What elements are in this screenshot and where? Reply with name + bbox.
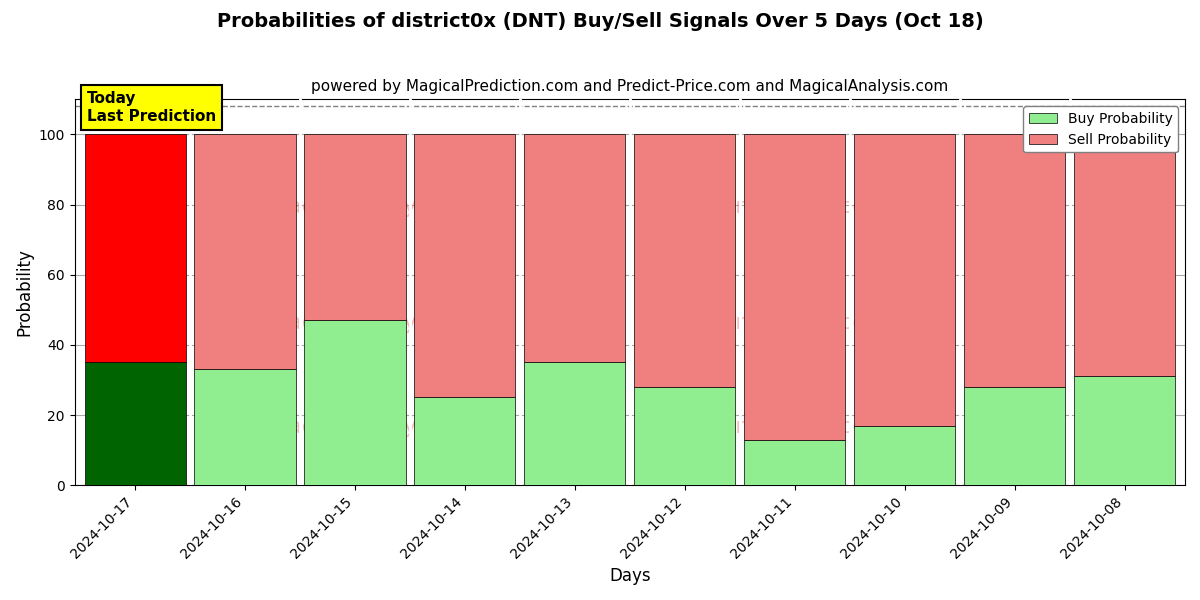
Bar [964,134,1066,387]
Title: powered by MagicalPrediction.com and Predict-Price.com and MagicalAnalysis.com: powered by MagicalPrediction.com and Pre… [311,79,948,94]
Bar [635,387,736,485]
Text: MagicalAnalysis.com: MagicalAnalysis.com [270,313,502,333]
Bar [194,134,295,370]
Text: MagicalAnalysis.com: MagicalAnalysis.com [270,417,502,437]
Legend: Buy Probability, Sell Probability: Buy Probability, Sell Probability [1024,106,1178,152]
Bar [1074,134,1175,376]
Text: Today
Last Prediction: Today Last Prediction [86,91,216,124]
Bar [194,370,295,485]
Bar [305,134,406,320]
Bar [635,134,736,387]
Bar [854,425,955,485]
Bar [964,387,1066,485]
X-axis label: Days: Days [610,567,650,585]
Bar [305,320,406,485]
Text: MagicalPrediction.com: MagicalPrediction.com [638,313,888,333]
Bar [744,134,845,440]
Bar [414,397,516,485]
Text: MagicalPrediction.com: MagicalPrediction.com [638,417,888,437]
Y-axis label: Probability: Probability [16,248,34,336]
Bar [414,134,516,397]
Text: Probabilities of district0x (DNT) Buy/Sell Signals Over 5 Days (Oct 18): Probabilities of district0x (DNT) Buy/Se… [217,12,983,31]
Text: MagicalPrediction.com: MagicalPrediction.com [638,197,888,217]
Bar [854,134,955,425]
Bar [84,134,186,362]
Bar [84,362,186,485]
Text: MagicalAnalysis.com: MagicalAnalysis.com [270,197,502,217]
Bar [524,362,625,485]
Bar [524,134,625,362]
Bar [744,440,845,485]
Bar [1074,376,1175,485]
